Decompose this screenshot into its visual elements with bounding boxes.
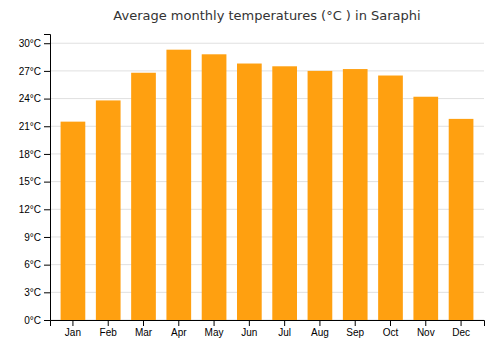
- tick-mark: [72, 320, 73, 326]
- tick-mark: [461, 320, 462, 326]
- tick: Jan: [65, 320, 81, 338]
- tick-label: 24°C: [19, 93, 41, 104]
- tick-mark: [143, 320, 144, 326]
- tick: 24°C: [19, 93, 50, 104]
- tick-mark: [214, 320, 215, 326]
- tick-mark: [44, 320, 50, 321]
- tick: 21°C: [19, 121, 50, 132]
- grid-line: [50, 70, 484, 71]
- tick-mark: [355, 320, 356, 326]
- bars: [61, 50, 474, 320]
- tick: 12°C: [19, 204, 50, 215]
- tick: Jul: [278, 320, 291, 338]
- tick-mark: [284, 320, 285, 326]
- tick-label: 3°C: [24, 287, 41, 298]
- tick-label: Oct: [383, 327, 399, 338]
- tick-label: May: [205, 327, 224, 338]
- tick: 27°C: [19, 66, 50, 77]
- tick-label: Mar: [135, 327, 153, 338]
- tick: 30°C: [19, 38, 50, 49]
- bar: [131, 73, 156, 320]
- tick-mark: [44, 265, 50, 266]
- tick: Feb: [100, 320, 118, 338]
- tick-mark: [44, 154, 50, 155]
- tick: Nov: [417, 320, 435, 338]
- tick-label: 30°C: [19, 38, 41, 49]
- tick-label: Jan: [65, 327, 81, 338]
- plot-area: Jan Feb Mar Apr May Jun Jul Aug Sep Oct Nov Dec 0°C 3…: [19, 35, 485, 339]
- tick: Mar: [135, 320, 153, 338]
- tick-mark: [319, 320, 320, 326]
- chart: Jan Feb Mar Apr May Jun Jul Aug Sep Oct Nov Dec 0°C 3…: [0, 0, 500, 350]
- tick: Oct: [383, 320, 399, 338]
- bar: [237, 64, 262, 320]
- grid-line: [50, 43, 484, 44]
- tick: Sep: [346, 320, 364, 338]
- tick-label: Aug: [311, 327, 329, 338]
- tick-label: Dec: [452, 327, 470, 338]
- tick-mark: [44, 126, 50, 127]
- tick-label: Feb: [100, 327, 118, 338]
- axis-line: [51, 321, 485, 327]
- tick-label: 18°C: [19, 149, 41, 160]
- tick: Jun: [241, 320, 257, 338]
- tick-label: 6°C: [24, 259, 41, 270]
- tick: 9°C: [24, 232, 50, 243]
- tick-label: 27°C: [19, 66, 41, 77]
- tick-mark: [44, 292, 50, 293]
- tick-label: 21°C: [19, 121, 41, 132]
- tick: 6°C: [24, 259, 50, 270]
- tick-mark: [44, 99, 50, 100]
- x-axis: Jan Feb Mar Apr May Jun Jul Aug Sep Oct Nov Dec: [51, 320, 485, 338]
- tick-mark: [44, 237, 50, 238]
- tick-label: Nov: [417, 327, 435, 338]
- tick-label: 9°C: [24, 232, 41, 243]
- bar: [449, 119, 474, 320]
- tick-mark: [425, 320, 426, 326]
- bar: [96, 100, 121, 320]
- grid: [50, 43, 484, 320]
- tick-label: Jul: [278, 327, 291, 338]
- bar: [202, 54, 227, 320]
- bar: [378, 76, 403, 320]
- tick: Dec: [452, 320, 470, 338]
- tick-mark: [44, 209, 50, 210]
- tick-label: Apr: [171, 327, 187, 338]
- axis-line: [44, 35, 51, 321]
- bar: [272, 66, 297, 320]
- title: Average monthly temperatures (°C ) in Sa…: [113, 8, 420, 23]
- y-axis: 0°C 3°C 6°C 9°C 12°C 15°C 18°C 21°C 24°C 27°C 30°C: [19, 35, 51, 326]
- tick-label: Sep: [346, 327, 364, 338]
- tick-label: 12°C: [19, 204, 41, 215]
- tick-mark: [108, 320, 109, 326]
- bar: [308, 71, 333, 320]
- tick-mark: [44, 43, 50, 44]
- tick: 3°C: [24, 287, 50, 298]
- tick: Aug: [311, 320, 329, 338]
- tick-mark: [249, 320, 250, 326]
- tick-mark: [44, 182, 50, 183]
- tick: Apr: [171, 320, 187, 338]
- tick-label: 15°C: [19, 176, 41, 187]
- tick: May: [205, 320, 224, 338]
- bar: [166, 50, 191, 320]
- tick-label: 0°C: [24, 315, 41, 326]
- bar: [413, 97, 438, 320]
- tick-mark: [178, 320, 179, 326]
- tick-mark: [390, 320, 391, 326]
- tick: 15°C: [19, 176, 50, 187]
- tick: 18°C: [19, 149, 50, 160]
- tick-mark: [44, 71, 50, 72]
- bar: [343, 69, 368, 320]
- bar: [61, 122, 86, 320]
- tick-label: Jun: [241, 327, 257, 338]
- tick: 0°C: [24, 315, 50, 326]
